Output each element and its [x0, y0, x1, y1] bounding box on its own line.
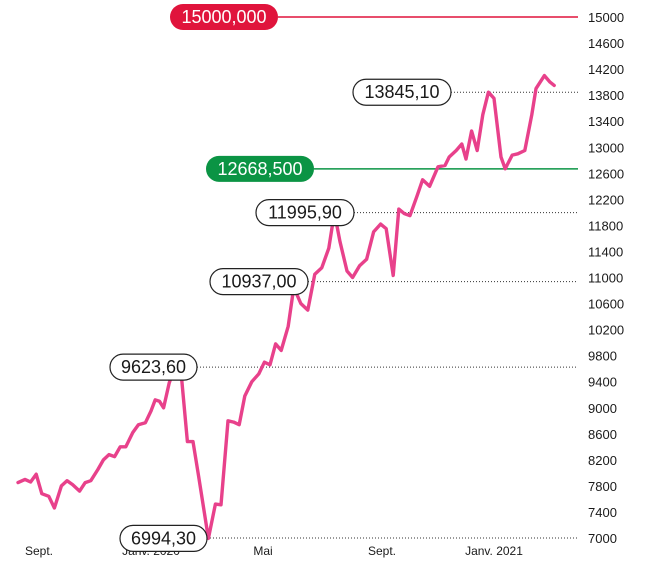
y-tick-label: 7400 [588, 505, 617, 520]
value-callout-bubble [352, 78, 452, 106]
value-callout-bubble [209, 268, 309, 296]
y-tick-label: 10600 [588, 297, 624, 312]
value-callout-label: 9623,60 [121, 357, 186, 377]
target-callout-bubble [170, 4, 278, 30]
y-tick-label: 9400 [588, 375, 617, 390]
y-tick-label: 15000 [588, 10, 624, 25]
y-tick-label: 10200 [588, 323, 624, 338]
value-callout-label: 6994,30 [131, 528, 196, 548]
y-tick-label: 14200 [588, 62, 624, 77]
y-tick-label: 11800 [588, 218, 623, 233]
y-tick-label: 9000 [588, 401, 617, 416]
y-tick-label: 11400 [588, 244, 623, 259]
y-tick-label: 12600 [588, 166, 624, 181]
value-callout: 10937,00 [209, 268, 309, 296]
y-tick-label: 11000 [588, 271, 623, 286]
target-callout: 15000,000 [170, 4, 278, 30]
series-layer [16, 73, 556, 541]
value-callout-label: 13845,10 [364, 82, 439, 102]
target-callout-label: 15000,000 [181, 7, 266, 27]
x-tick-label: Sept. [25, 544, 53, 558]
value-callout-bubble [109, 353, 198, 381]
y-tick-label: 7800 [588, 479, 617, 494]
y-tick-label: 8200 [588, 453, 617, 468]
target-callout-label: 12668,500 [217, 159, 302, 179]
y-tick-label: 8600 [588, 427, 617, 442]
y-tick-label: 12200 [588, 192, 624, 207]
y-tick-label: 13000 [588, 140, 624, 155]
y-tick-label: 13400 [588, 114, 624, 129]
y-tick-label: 13800 [588, 88, 624, 103]
target-callout: 12668,500 [206, 155, 314, 182]
value-callout-label: 10937,00 [221, 272, 296, 292]
series-line [16, 73, 556, 541]
y-tick-label: 14600 [588, 36, 624, 51]
value-callout: 6994,30 [119, 524, 208, 552]
x-tick-label: Janv. 2021 [465, 544, 523, 558]
value-callout: 11995,90 [255, 199, 355, 227]
target-callout-bubble [206, 155, 314, 182]
y-tick-label: 7000 [588, 531, 617, 546]
value-callout-label: 11995,90 [268, 203, 342, 223]
value-callout-bubble [255, 199, 355, 227]
value-callout: 9623,60 [109, 353, 198, 381]
x-tick-label: Mai [253, 544, 272, 558]
value-callout-bubble [119, 524, 208, 552]
value-callout: 13845,10 [352, 78, 452, 106]
value-callouts: 15000,000 12668,500 13845,10 11995,90 10937,… [109, 4, 452, 552]
x-axis: Sept.Janv. 2020MaiSept.Janv. 2021 [25, 544, 523, 558]
y-tick-label: 9800 [588, 349, 617, 364]
x-tick-label: Sept. [368, 544, 396, 558]
y-axis: 15000 14600 14200 13800 13400 13000 12600 12200… [588, 10, 624, 546]
